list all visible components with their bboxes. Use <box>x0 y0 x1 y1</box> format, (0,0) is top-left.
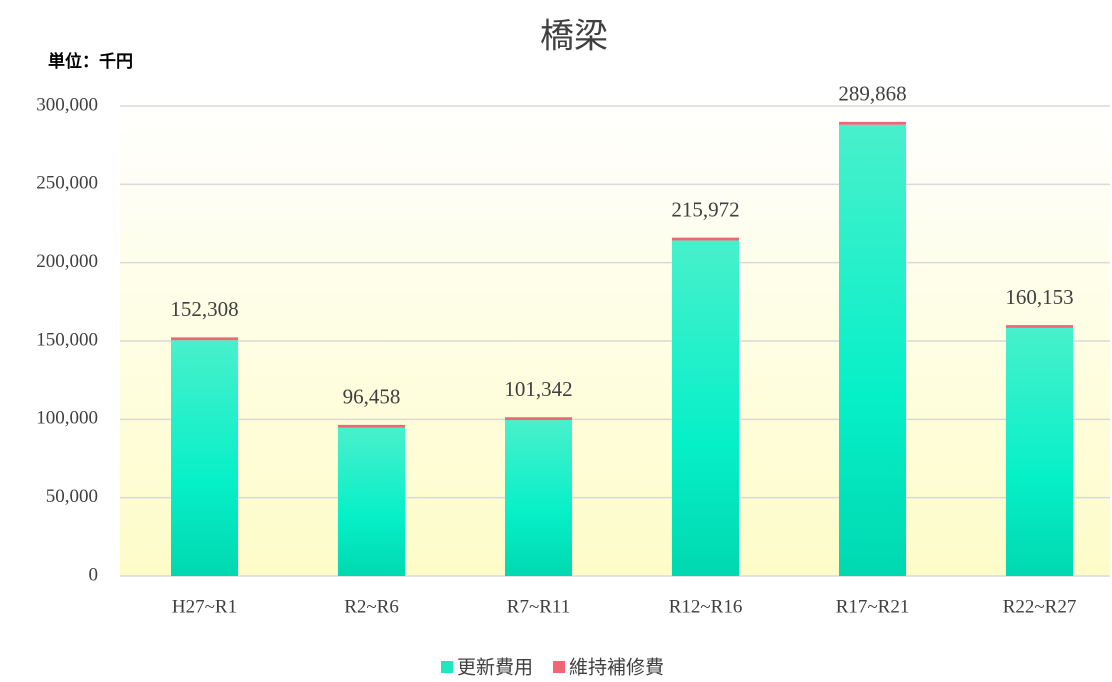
legend-swatch <box>553 661 566 673</box>
total-label: 101,342 <box>504 377 572 401</box>
bar-segment <box>338 424 405 428</box>
y-tick-label: 50,000 <box>46 486 98 507</box>
legend-label: 維持補修費 <box>569 657 664 679</box>
total-label: 215,972 <box>671 197 739 221</box>
y-tick-label: 100,000 <box>36 408 98 429</box>
y-tick-label: 300,000 <box>36 94 98 115</box>
x-tick-label: R12~R16 <box>669 596 743 617</box>
bar-segment <box>338 427 405 576</box>
y-tick-label: 200,000 <box>36 251 98 272</box>
total-label: 289,868 <box>838 82 906 106</box>
bar-segment <box>505 420 572 576</box>
bar-segment <box>1006 327 1073 576</box>
x-tick-label: H27~R1 <box>172 596 237 617</box>
bar-segment <box>672 240 739 576</box>
x-tick-label: R7~R11 <box>507 596 570 617</box>
bar-segment <box>171 340 238 576</box>
x-tick-label: R17~R21 <box>836 596 910 617</box>
y-tick-label: 150,000 <box>36 329 98 350</box>
total-label: 160,153 <box>1005 285 1073 309</box>
total-label: 96,458 <box>343 385 401 409</box>
bar-segment <box>839 121 906 125</box>
bar-segment <box>839 124 906 576</box>
legend-label: 更新費用 <box>457 657 533 679</box>
bar-segment <box>672 237 739 241</box>
plot-background <box>120 96 1110 576</box>
bar-segment <box>171 337 238 341</box>
y-tick-label: 0 <box>89 564 99 585</box>
y-tick-label: 250,000 <box>36 173 98 194</box>
legend-swatch <box>441 661 453 673</box>
bar-segment <box>505 417 572 421</box>
x-tick-label: R22~R27 <box>1003 596 1077 617</box>
chart-title: 橋梁 <box>540 17 608 57</box>
total-label: 152,308 <box>170 297 238 321</box>
x-tick-label: R2~R6 <box>344 596 399 617</box>
unit-label: 単位：千円 <box>48 51 133 72</box>
bar-segment <box>1006 325 1073 328</box>
